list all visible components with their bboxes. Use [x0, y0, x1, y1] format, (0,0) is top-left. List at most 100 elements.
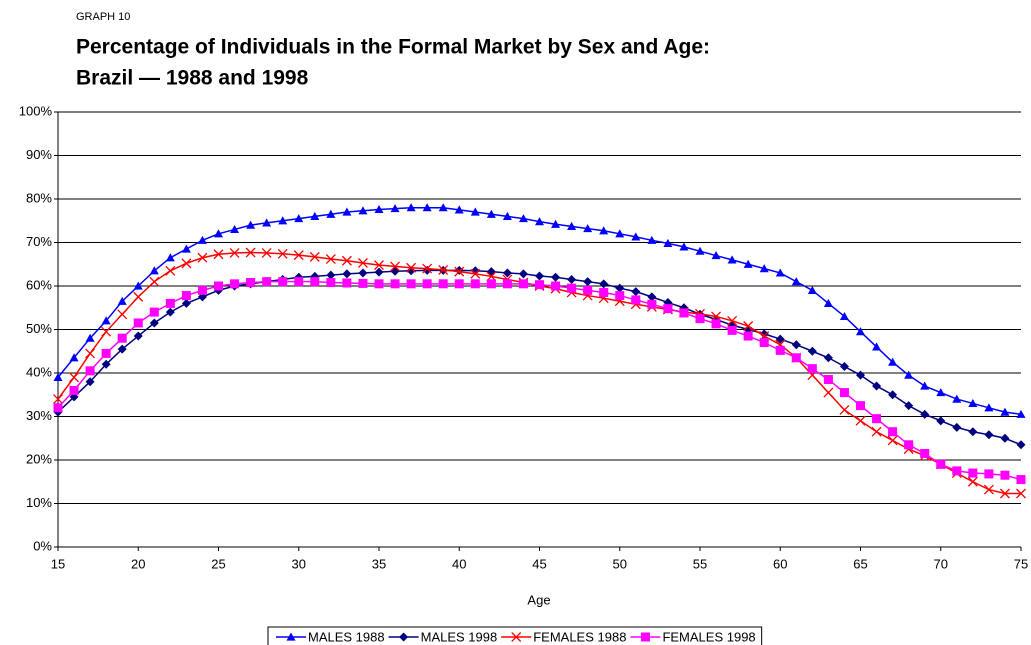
legend-label: FEMALES 1998	[662, 629, 755, 644]
marker	[759, 338, 769, 348]
marker	[85, 333, 95, 342]
marker	[759, 329, 769, 339]
marker	[390, 204, 400, 213]
marker	[839, 361, 849, 371]
marker	[823, 387, 834, 398]
marker	[245, 247, 256, 258]
marker	[406, 203, 416, 212]
marker	[518, 214, 528, 223]
marker	[213, 249, 224, 260]
marker	[583, 285, 593, 295]
marker	[807, 346, 817, 356]
x-tick-label: 20	[131, 556, 145, 571]
marker	[390, 266, 400, 276]
marker	[470, 268, 481, 279]
marker	[1000, 433, 1010, 443]
marker	[438, 203, 448, 212]
x-tick-label: 25	[211, 556, 225, 571]
series	[53, 277, 1026, 485]
marker	[952, 466, 962, 476]
marker	[743, 321, 754, 331]
marker	[326, 270, 336, 280]
marker	[775, 268, 785, 277]
marker	[406, 262, 417, 273]
marker	[936, 459, 946, 469]
marker	[149, 266, 159, 275]
marker	[663, 238, 673, 247]
marker	[454, 205, 464, 214]
marker	[839, 405, 850, 415]
marker	[101, 348, 111, 358]
marker	[309, 251, 320, 262]
marker	[230, 224, 240, 234]
marker	[807, 364, 817, 374]
marker	[325, 254, 336, 264]
marker	[856, 370, 865, 380]
marker	[406, 279, 416, 289]
marker	[101, 326, 112, 337]
marker	[293, 250, 304, 261]
series	[53, 203, 1026, 418]
marker	[631, 287, 641, 297]
legend-label: FEMALES 1988	[533, 629, 626, 644]
y-tick-label: 10%	[26, 495, 52, 510]
marker	[101, 359, 111, 369]
x-tick-label: 75	[1014, 556, 1028, 571]
marker	[872, 342, 882, 351]
y-tick-label: 40%	[26, 364, 52, 379]
marker	[133, 281, 143, 290]
marker	[647, 235, 657, 244]
marker	[904, 440, 914, 450]
marker	[775, 334, 785, 344]
legend-label: MALES 1988	[308, 629, 385, 644]
marker	[438, 279, 448, 289]
marker	[872, 414, 882, 424]
y-tick-label: 0%	[33, 538, 52, 553]
marker	[967, 476, 978, 487]
x-tick-label: 70	[934, 556, 948, 571]
marker	[599, 288, 609, 298]
marker	[968, 427, 978, 437]
marker	[133, 318, 143, 328]
marker	[53, 403, 63, 413]
marker	[197, 235, 207, 244]
marker	[294, 214, 304, 223]
marker	[952, 394, 962, 403]
marker	[438, 264, 449, 275]
marker	[85, 348, 96, 359]
marker	[53, 372, 63, 381]
marker	[775, 345, 785, 355]
marker	[246, 278, 256, 288]
marker	[535, 280, 544, 290]
marker	[968, 398, 978, 408]
marker	[358, 268, 368, 278]
marker	[823, 375, 833, 385]
marker	[711, 251, 721, 260]
marker	[936, 388, 946, 397]
marker	[278, 277, 288, 287]
legend: MALES 1988 MALES 1998 FEMALES 1988 FEMALES …	[267, 626, 763, 645]
marker	[920, 409, 930, 419]
marker	[165, 265, 176, 276]
marker	[1000, 407, 1010, 416]
marker	[887, 435, 898, 446]
marker	[631, 232, 641, 241]
marker	[117, 296, 127, 305]
marker	[1016, 488, 1026, 499]
marker	[871, 426, 882, 437]
marker	[631, 295, 641, 305]
marker	[856, 327, 865, 336]
marker	[855, 415, 866, 426]
chart-title: Percentage of Individuals in the Formal …	[76, 36, 710, 59]
marker	[791, 340, 801, 350]
marker	[888, 390, 898, 400]
marker	[583, 224, 593, 233]
chart-kicker: GRAPH 10	[76, 11, 130, 23]
marker	[261, 247, 272, 258]
marker	[69, 353, 79, 362]
marker	[214, 281, 223, 291]
marker	[422, 203, 432, 212]
marker	[999, 488, 1010, 499]
marker	[1016, 440, 1026, 450]
